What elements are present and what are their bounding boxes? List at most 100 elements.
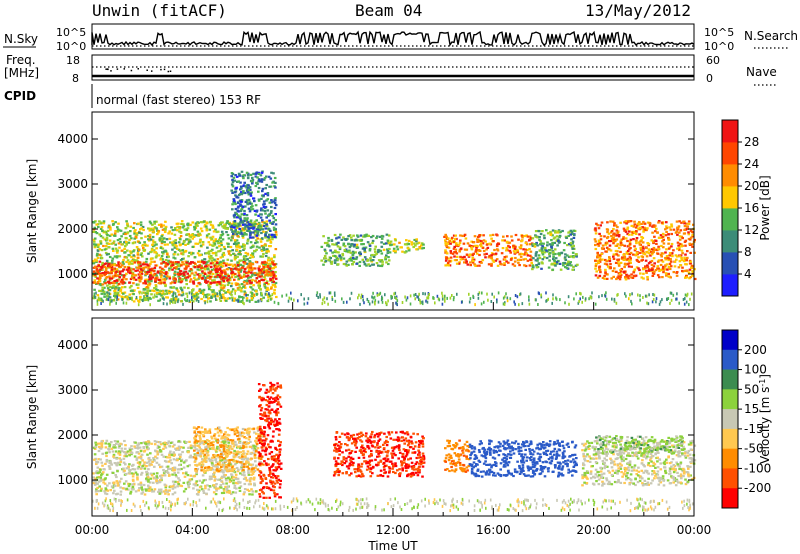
heatmap-cell (570, 231, 574, 234)
heatmap-cell (234, 289, 237, 292)
heatmap-cell (445, 244, 448, 248)
heatmap-cell (459, 239, 462, 242)
heatmap-cell (267, 227, 270, 230)
heatmap-cell (235, 212, 238, 216)
heatmap-cell (369, 257, 372, 260)
heatmap-cell (476, 235, 480, 238)
heatmap-cell (95, 260, 98, 263)
heatmap-cell (239, 485, 243, 488)
heatmap-cell (426, 296, 428, 300)
heatmap-cell (477, 249, 480, 252)
heatmap-cell (189, 235, 193, 238)
heatmap-cell (224, 440, 227, 443)
heatmap-cell (660, 255, 663, 258)
heatmap-cell (214, 268, 217, 272)
heatmap-cell (125, 268, 129, 271)
heatmap-cell (665, 227, 669, 230)
heatmap-cell (346, 300, 348, 304)
heatmap-cell (205, 252, 208, 255)
heatmap-cell (95, 254, 99, 257)
heatmap-cell (449, 242, 452, 245)
heatmap-cell (459, 258, 463, 261)
heatmap-cell (145, 257, 149, 261)
heatmap-cell (141, 225, 145, 229)
heatmap-cell (96, 269, 99, 272)
heatmap-cell (178, 265, 181, 268)
heatmap-cell (642, 251, 645, 255)
nave-tick-top: 60 (706, 54, 720, 67)
heatmap-cell (217, 268, 220, 271)
heatmap-cell (174, 261, 178, 264)
heatmap-cell (117, 446, 121, 449)
heatmap-cell (267, 237, 271, 240)
heatmap-cell (619, 240, 623, 243)
heatmap-cell (365, 233, 368, 236)
heatmap-cell (503, 263, 506, 266)
heatmap-cell (161, 251, 164, 254)
heatmap-cell (106, 233, 109, 237)
heatmap-cell (147, 252, 150, 255)
heatmap-cell (260, 194, 264, 197)
heatmap-cell (148, 278, 151, 281)
heatmap-cell (149, 222, 153, 225)
colorbar-band (722, 164, 738, 187)
heatmap-cell (128, 449, 132, 452)
heatmap-cell (94, 275, 98, 278)
heatmap-cell (487, 256, 491, 259)
heatmap-cell (241, 266, 244, 269)
heatmap-cell (519, 292, 522, 296)
heatmap-cell (273, 288, 276, 291)
heatmap-cell (619, 244, 622, 247)
heatmap-cell (225, 231, 228, 234)
heatmap-cell (151, 248, 154, 251)
heatmap-cell (259, 180, 262, 183)
heatmap-cell (176, 273, 180, 276)
heatmap-cell (603, 274, 606, 278)
heatmap-cell (118, 481, 121, 484)
heatmap-cell (532, 243, 536, 246)
heatmap-cell (222, 253, 226, 257)
heatmap-cell (690, 266, 693, 269)
heatmap-cell (126, 225, 130, 228)
heatmap-cell (183, 270, 186, 273)
heatmap-cell (137, 465, 141, 469)
heatmap-cell (271, 181, 274, 184)
heatmap-cell (203, 295, 205, 299)
heatmap-cell (181, 258, 184, 261)
heatmap-cell (179, 273, 183, 276)
heatmap-cell (496, 243, 499, 246)
heatmap-cell (540, 247, 544, 250)
heatmap-cell (363, 256, 367, 259)
heatmap-cell (264, 232, 267, 235)
heatmap-cell (175, 266, 178, 269)
heatmap-cell (505, 292, 507, 296)
heatmap-cell (604, 258, 607, 262)
heatmap-cell (652, 246, 656, 250)
heatmap-cell (180, 467, 183, 471)
heatmap-cell (203, 268, 207, 271)
heatmap-cell (388, 242, 392, 245)
heatmap-cell (538, 256, 542, 260)
heatmap-cell (281, 294, 283, 298)
heatmap-cell (207, 457, 211, 460)
heatmap-cell (123, 241, 126, 244)
heatmap-cell (237, 274, 241, 277)
heatmap-cell (143, 493, 147, 496)
heatmap-cell (115, 270, 118, 273)
heatmap-cell (143, 450, 146, 453)
heatmap-cell (103, 286, 106, 289)
heatmap-cell (137, 263, 141, 266)
heatmap-cell (239, 276, 242, 279)
heatmap-cell (96, 245, 100, 248)
heatmap-cell (459, 255, 462, 258)
heatmap-cell (121, 270, 124, 273)
heatmap-cell (607, 248, 611, 251)
heatmap-cell (496, 248, 499, 251)
heatmap-cell (210, 275, 214, 278)
heatmap-cell (164, 284, 167, 288)
heatmap-cell (225, 268, 229, 271)
heatmap-cell (594, 229, 598, 232)
heatmap-cell (231, 185, 235, 188)
